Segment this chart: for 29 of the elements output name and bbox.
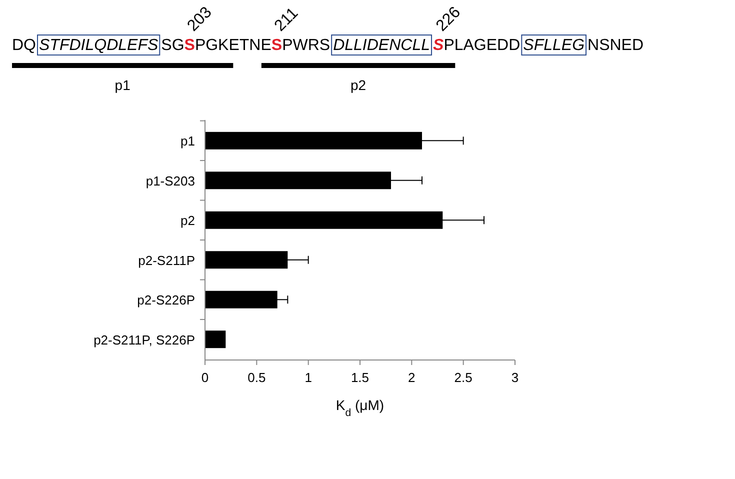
text: SG [161,37,184,54]
x-tick-label: 2 [408,370,416,385]
x-tick-label: 0 [201,370,209,385]
x-tick-label: 3 [511,370,519,385]
text: p2 [350,77,366,93]
text: NSNED [588,37,644,54]
text: 203 [184,4,216,35]
text: S [271,37,282,54]
x-tick-label: 1 [304,370,312,385]
bar [205,330,226,348]
x-tick-label: 0.5 [248,370,266,385]
x-tick-label: 1.5 [350,370,370,385]
text: p1 [114,77,131,93]
y-tick-label: p1-S203 [146,173,195,188]
text: PWRS [282,37,330,54]
text: 211 [272,4,302,35]
text: 226 [433,4,464,35]
y-tick-label: p2 [180,213,195,228]
text: DQ [12,37,36,54]
y-tick-label: p2-S226P [137,292,195,308]
x-tick-label: 2.5 [454,370,472,385]
text: S [433,37,444,54]
text: PLAGEDD [444,37,520,54]
y-tick-label: p1 [180,134,195,149]
y-tick-label: p2-S211P, S226P [94,332,195,348]
text: S [184,37,196,54]
x-axis-title: K$_{d}$ (μM) [336,397,384,419]
y-tick-label: p2-S211P [138,252,195,268]
text: PGKETNE [194,37,272,54]
